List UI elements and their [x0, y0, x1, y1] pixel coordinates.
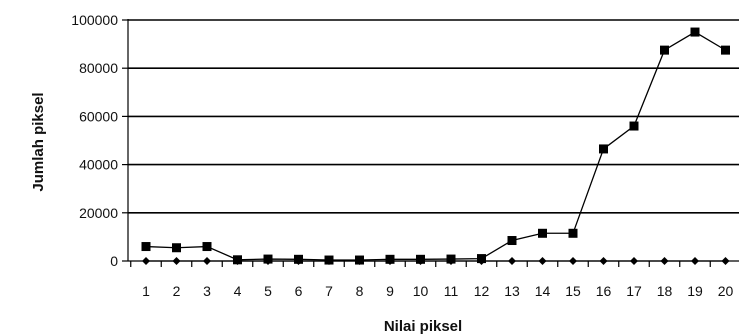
- data-point: [325, 257, 333, 265]
- data-point: [172, 243, 181, 253]
- data-point: [416, 257, 425, 265]
- data-point: [202, 242, 212, 252]
- y-axis-ticks: 0 20000 40000 60000 80000 100000: [71, 12, 128, 269]
- x-tick-label: 14: [535, 283, 551, 299]
- data-point: [721, 45, 730, 55]
- x-tick-label: 5: [264, 283, 272, 299]
- data-point: [538, 257, 547, 265]
- data-point: [721, 257, 730, 265]
- x-tick-label: 8: [356, 283, 364, 299]
- data-point: [538, 228, 547, 238]
- x-tick-label: 9: [386, 283, 394, 299]
- series-1: [141, 27, 730, 265]
- x-tick-label: 4: [234, 283, 242, 299]
- data-point: [599, 257, 608, 265]
- data-point: [629, 121, 639, 131]
- series-layer: [141, 27, 730, 265]
- y-tick-label: 0: [110, 253, 118, 269]
- series-line: [145, 31, 726, 261]
- data-point: [203, 257, 211, 265]
- x-tick-label: 3: [203, 283, 211, 299]
- data-point: [599, 144, 608, 154]
- y-tick-label: 20000: [79, 205, 118, 221]
- data-point: [569, 257, 577, 265]
- data-point: [355, 257, 364, 265]
- data-point: [447, 257, 455, 265]
- y-tick-label: 60000: [79, 108, 118, 124]
- x-tick-label: 19: [687, 283, 703, 299]
- data-point: [386, 257, 394, 265]
- x-tick-label: 11: [444, 283, 459, 299]
- data-point: [172, 257, 181, 265]
- data-point: [294, 257, 303, 265]
- y-tick-label: 40000: [79, 157, 118, 173]
- x-tick-label: 1: [142, 283, 150, 299]
- data-point: [691, 257, 699, 265]
- data-point: [690, 27, 700, 37]
- x-tick-label: 20: [718, 283, 734, 299]
- x-tick-label: 7: [325, 283, 333, 299]
- data-point: [233, 257, 242, 265]
- data-point: [660, 45, 669, 55]
- y-tick-label: 100000: [71, 12, 118, 28]
- data-point: [142, 257, 150, 265]
- x-tick-label: 15: [565, 283, 581, 299]
- x-tick-label: 2: [173, 283, 181, 299]
- y-axis-title: Jumlah piksel: [30, 92, 47, 191]
- data-point: [660, 257, 669, 265]
- y-tick-label: 80000: [79, 60, 118, 76]
- x-tick-label: 10: [413, 283, 429, 299]
- data-point: [507, 236, 517, 246]
- x-tick-label: 13: [504, 283, 520, 299]
- series-2: [142, 257, 730, 265]
- data-point: [141, 242, 151, 252]
- data-point: [264, 257, 272, 265]
- x-tick-label: 6: [295, 283, 303, 299]
- data-point: [630, 257, 638, 265]
- x-tick-label: 17: [626, 283, 642, 299]
- gridlines: [128, 19, 739, 214]
- x-tick-label: 16: [596, 283, 612, 299]
- data-point: [508, 257, 516, 265]
- data-point: [477, 257, 486, 265]
- x-tick-label: 18: [657, 283, 673, 299]
- x-axis-ticks: 1 2 3 4 5 6 7 8 9 10 11 12 13 14 15 16 17 18 19 20: [130, 261, 734, 299]
- x-tick-label: 12: [474, 283, 490, 299]
- data-point: [568, 228, 578, 238]
- x-axis-title: Nilai piksel: [384, 318, 462, 335]
